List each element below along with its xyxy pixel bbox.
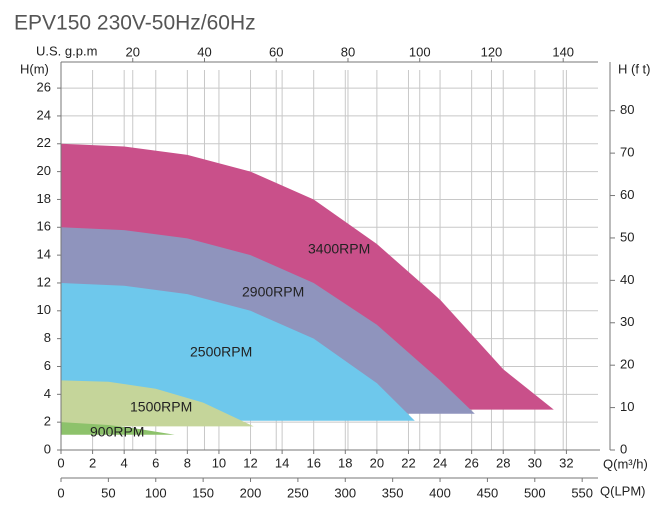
x3-tick-label: 100	[409, 44, 431, 59]
x3-tick-label: 60	[269, 44, 283, 59]
x-tick-label: 0	[57, 455, 64, 470]
area	[61, 422, 175, 435]
y2-tick-label: 40	[620, 272, 634, 287]
area	[61, 380, 254, 427]
y-tick-label: 0	[44, 441, 51, 456]
y-axis-label: H(m)	[20, 61, 49, 76]
x-tick-label: 8	[184, 455, 191, 470]
x2-tick-label: 150	[192, 485, 214, 500]
x2-tick-label: 250	[287, 485, 309, 500]
x3-tick-label: 120	[481, 44, 503, 59]
y2-tick-label: 10	[620, 399, 634, 414]
series-label: 2900RPM	[242, 284, 304, 300]
chart-title: EPV150 230V-50Hz/60Hz	[14, 12, 256, 35]
y2-tick-label: 20	[620, 357, 634, 372]
y2-tick-label: 30	[620, 314, 634, 329]
y-tick-label: 18	[37, 191, 51, 206]
x-tick-label: 10	[212, 455, 226, 470]
x-tick-label: 2	[89, 455, 96, 470]
x-tick-label: 4	[121, 455, 128, 470]
x3-tick-label: 40	[197, 44, 211, 59]
x2-tick-label: 0	[57, 485, 64, 500]
x3-tick-label: 80	[341, 44, 355, 59]
series-label: 2500RPM	[190, 344, 252, 360]
series-label: 900RPM	[90, 424, 144, 440]
y2-axis-label: H (f t)	[618, 61, 651, 76]
y2-tick-label: 50	[620, 229, 634, 244]
y-tick-label: 22	[37, 135, 51, 150]
y-tick-label: 4	[44, 386, 51, 401]
y2-tick-label: 70	[620, 145, 634, 160]
x-tick-label: 14	[275, 455, 289, 470]
y2-tick-label: 80	[620, 102, 634, 117]
area	[61, 282, 415, 421]
x-tick-label: 24	[433, 455, 447, 470]
y2-tick-label: 60	[620, 187, 634, 202]
x2-tick-label: 100	[145, 485, 167, 500]
x2-tick-label: 50	[101, 485, 115, 500]
y-tick-label: 8	[44, 330, 51, 345]
x2-tick-label: 500	[524, 485, 546, 500]
x3-axis-label: U.S. g.p.m	[36, 43, 97, 58]
y-tick-label: 20	[37, 163, 51, 178]
y-tick-label: 26	[37, 80, 51, 95]
x-tick-label: 30	[528, 455, 542, 470]
x-tick-label: 28	[496, 455, 510, 470]
x2-tick-label: 200	[240, 485, 262, 500]
x2-tick-label: 450	[477, 485, 499, 500]
y-tick-label: 2	[44, 414, 51, 429]
y2-tick-label: 0	[620, 441, 627, 456]
x-tick-label: 18	[338, 455, 352, 470]
x-tick-label: 12	[243, 455, 257, 470]
x-axis-label: Q(m³/h)	[603, 456, 648, 471]
x3-tick-label: 20	[126, 44, 140, 59]
y-tick-label: 6	[44, 358, 51, 373]
x2-tick-label: 400	[429, 485, 451, 500]
x2-axis-label: Q(LPM)	[600, 483, 646, 498]
y-tick-label: 24	[37, 107, 51, 122]
y-tick-label: 12	[37, 274, 51, 289]
x-tick-label: 32	[559, 455, 573, 470]
series-label: 1500RPM	[130, 399, 192, 415]
x-tick-label: 26	[464, 455, 478, 470]
x-tick-label: 22	[401, 455, 415, 470]
y-tick-label: 10	[37, 302, 51, 317]
x2-tick-label: 350	[382, 485, 404, 500]
x3-tick-label: 140	[552, 44, 574, 59]
x-tick-label: 20	[370, 455, 384, 470]
series-label: 3400RPM	[308, 241, 370, 257]
y-tick-label: 16	[37, 219, 51, 234]
x2-tick-label: 300	[334, 485, 356, 500]
x-tick-label: 6	[152, 455, 159, 470]
x2-tick-label: 550	[571, 485, 593, 500]
x-tick-label: 16	[306, 455, 320, 470]
y-tick-label: 14	[37, 247, 51, 262]
